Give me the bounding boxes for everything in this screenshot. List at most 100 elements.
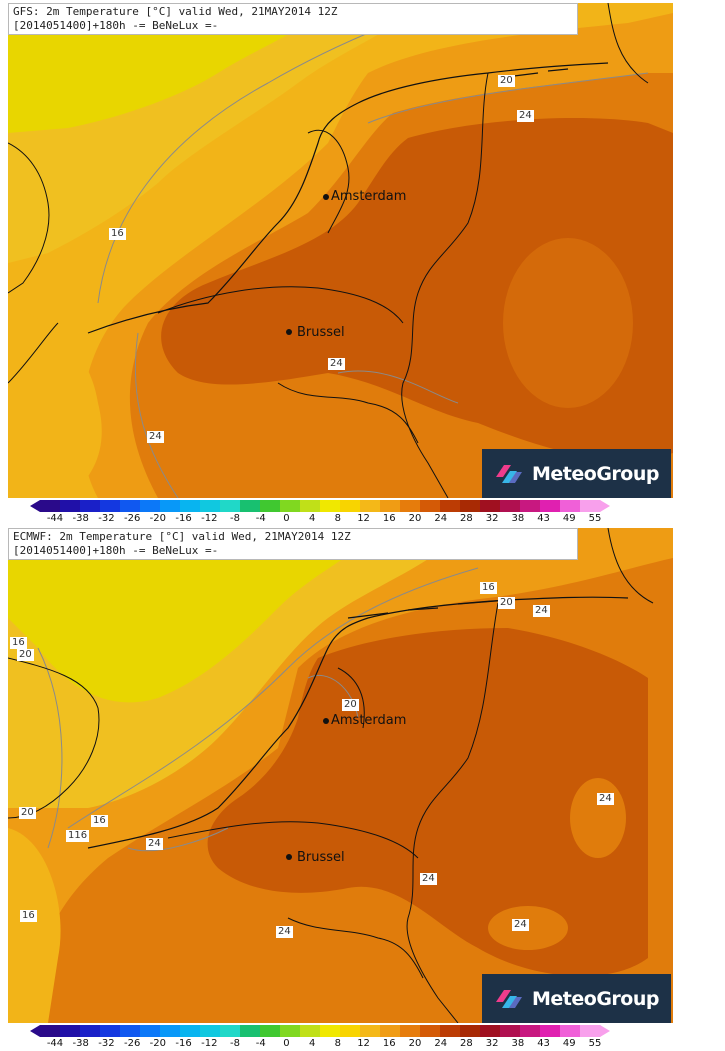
scale-swatch xyxy=(480,1025,501,1037)
gfs-title: GFS: 2m Temperature [°C] valid Wed, 21MA… xyxy=(13,5,338,18)
scale-swatch xyxy=(300,1025,321,1037)
scale-tick-label: 38 xyxy=(511,513,525,524)
contour-label: 20 xyxy=(19,807,36,819)
scale-tick-label: -12 xyxy=(201,513,218,524)
scale-tick-label: 24 xyxy=(434,513,448,524)
contour-label: 24 xyxy=(276,926,293,938)
scale-tick-label: 55 xyxy=(588,513,602,524)
scale-arrow-right xyxy=(600,1025,610,1037)
scale-tick-label: 4 xyxy=(308,513,316,524)
scale-tick-label: -16 xyxy=(175,513,192,524)
scale-swatch xyxy=(520,1025,541,1037)
scale-swatch xyxy=(560,1025,581,1037)
gfs-run-info: [2014051400]+180h -= BeNeLux =- xyxy=(13,19,219,32)
scale-tick-label: 49 xyxy=(562,513,576,524)
gfs-header: GFS: 2m Temperature [°C] valid Wed, 21MA… xyxy=(8,3,578,35)
color-scale: -44 -38 -32 -26 -20 -16 -12 -8 -4 0 4 8 12 16 20 24 28 32… xyxy=(30,1025,610,1051)
scale-swatch xyxy=(160,500,181,512)
scale-tick-label: -32 xyxy=(98,513,115,524)
scale-swatch xyxy=(460,1025,481,1037)
scale-swatch xyxy=(340,1025,361,1037)
contour-label: 20 xyxy=(498,597,515,609)
scale-swatch xyxy=(120,500,141,512)
ecmwf-run-info: [2014051400]+180h -= BeNeLux =- xyxy=(13,544,219,557)
amsterdam-marker xyxy=(323,194,329,200)
scale-swatch xyxy=(240,1025,261,1037)
city-brussel: Brussel xyxy=(297,850,345,865)
scale-swatch xyxy=(100,500,121,512)
scale-swatch xyxy=(280,1025,301,1037)
contour-label: 24 xyxy=(147,431,164,443)
scale-tick-label: 32 xyxy=(485,513,499,524)
scale-swatch xyxy=(140,1025,161,1037)
scale-swatch xyxy=(320,1025,341,1037)
scale-tick-label: 43 xyxy=(537,1038,550,1049)
scale-swatch xyxy=(280,500,301,512)
scale-swatch xyxy=(420,1025,441,1037)
scale-swatch xyxy=(260,1025,281,1037)
scale-arrow-left xyxy=(30,500,40,512)
scale-tick-label: 24 xyxy=(434,1038,448,1049)
scale-tick-label: 55 xyxy=(588,1038,602,1049)
contour-label: 16 xyxy=(10,637,27,649)
scale-swatch xyxy=(220,500,241,512)
color-scale: -44 -38 -32 -26 -20 -16 -12 -8 -4 0 4 8 12 16 20 24 28 32… xyxy=(30,500,610,526)
scale-swatch xyxy=(540,1025,561,1037)
scale-tick-label: 49 xyxy=(562,1038,576,1049)
scale-swatch xyxy=(100,1025,121,1037)
scale-tick-label: 12 xyxy=(357,513,370,524)
scale-swatch xyxy=(460,500,481,512)
scale-swatch xyxy=(60,500,81,512)
color-scale-bar xyxy=(30,500,610,512)
gfs-panel: GFS: 2m Temperature [°C] valid Wed, 21MA… xyxy=(0,0,725,525)
scale-swatch xyxy=(260,500,281,512)
contour-label: 16 xyxy=(109,228,126,240)
ecmwf-map xyxy=(8,528,673,1023)
scale-swatch xyxy=(440,500,461,512)
scale-swatch xyxy=(340,500,361,512)
scale-tick-label: 4 xyxy=(308,1038,316,1049)
meteogroup-logo: MeteoGroup xyxy=(482,449,671,498)
meteogroup-mark-icon xyxy=(494,988,524,1010)
scale-swatch xyxy=(420,500,441,512)
scale-swatch xyxy=(160,1025,181,1037)
scale-tick-label: -8 xyxy=(230,513,240,524)
logo-text: MeteoGroup xyxy=(532,987,659,1010)
scale-swatch xyxy=(360,500,381,512)
scale-swatch xyxy=(400,500,421,512)
scale-tick-label: -20 xyxy=(149,1038,167,1049)
contour-label: 20 xyxy=(498,75,515,87)
scale-swatch xyxy=(140,500,161,512)
scale-tick-label: 32 xyxy=(485,1038,499,1049)
scale-swatch xyxy=(200,1025,221,1037)
gfs-temperature-field xyxy=(8,3,673,498)
contour-label: 24 xyxy=(512,919,529,931)
color-scale-ticks: -44 -38 -32 -26 -20 -16 -12 -8 -4 0 4 8 12 16 20 24 28 32… xyxy=(30,513,610,525)
contour-label: 24 xyxy=(597,793,614,805)
scale-tick-label: -38 xyxy=(72,1038,89,1049)
contour-label: 24 xyxy=(420,873,437,885)
ecmwf-header: ECMWF: 2m Temperature [°C] valid Wed, 21… xyxy=(8,528,578,560)
scale-swatch xyxy=(360,1025,381,1037)
scale-tick-label: -26 xyxy=(123,513,141,524)
scale-swatch xyxy=(540,500,561,512)
scale-tick-label: 8 xyxy=(334,1038,342,1049)
logo-text: MeteoGroup xyxy=(532,462,659,485)
scale-tick-label: 0 xyxy=(283,1038,290,1049)
scale-tick-label: 28 xyxy=(460,513,473,524)
meteogroup-logo: MeteoGroup xyxy=(482,974,671,1023)
brussel-marker xyxy=(286,854,292,860)
scale-swatch xyxy=(320,500,341,512)
scale-tick-label: 20 xyxy=(408,1038,422,1049)
scale-swatch xyxy=(120,1025,141,1037)
contour-label: 16 xyxy=(20,910,37,922)
scale-swatch xyxy=(40,500,61,512)
scale-swatch xyxy=(520,500,541,512)
scale-swatch xyxy=(440,1025,461,1037)
scale-tick-label: -44 xyxy=(46,513,64,524)
ecmwf-panel: ECMWF: 2m Temperature [°C] valid Wed, 21… xyxy=(0,525,725,1050)
scale-tick-label: -38 xyxy=(72,513,89,524)
scale-swatch xyxy=(200,500,221,512)
contour-label: 24 xyxy=(533,605,550,617)
city-amsterdam: Amsterdam xyxy=(331,189,407,204)
